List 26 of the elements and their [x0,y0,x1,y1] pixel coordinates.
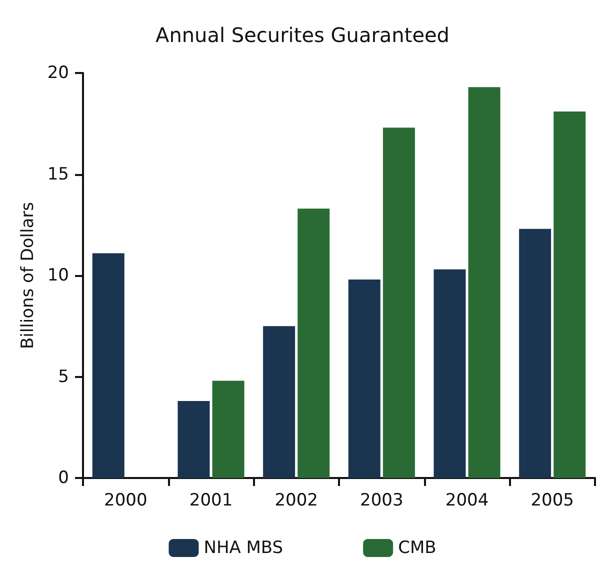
x-tick-label: 2002 [274,490,318,510]
x-tick-label: 2005 [530,490,574,510]
bar [348,280,380,478]
y-tick-label: 0 [58,468,69,488]
y-tick-label: 10 [47,266,69,286]
x-tick-label: 2004 [445,490,489,510]
bar [263,326,296,478]
x-tick-label: 2000 [104,490,148,510]
bar [212,380,244,478]
bar [519,228,552,478]
y-axis-title: Billions of Dollars [18,202,38,349]
y-tick-label: 5 [58,366,69,387]
bar [92,253,124,478]
bar [468,87,500,478]
bar [554,111,586,478]
chart-title: Annual Securites Guaranteed [156,23,450,47]
bar [178,401,210,478]
bar [382,128,415,478]
x-tick-label: 2001 [189,490,233,510]
bar [298,208,330,478]
y-tick-label: 20 [47,63,69,83]
y-tick-label: 15 [47,164,69,184]
legend-label: CMB [398,538,436,558]
bar [434,269,466,478]
x-tick-label: 2003 [360,490,404,510]
legend-label: NHA MBS [204,538,284,558]
